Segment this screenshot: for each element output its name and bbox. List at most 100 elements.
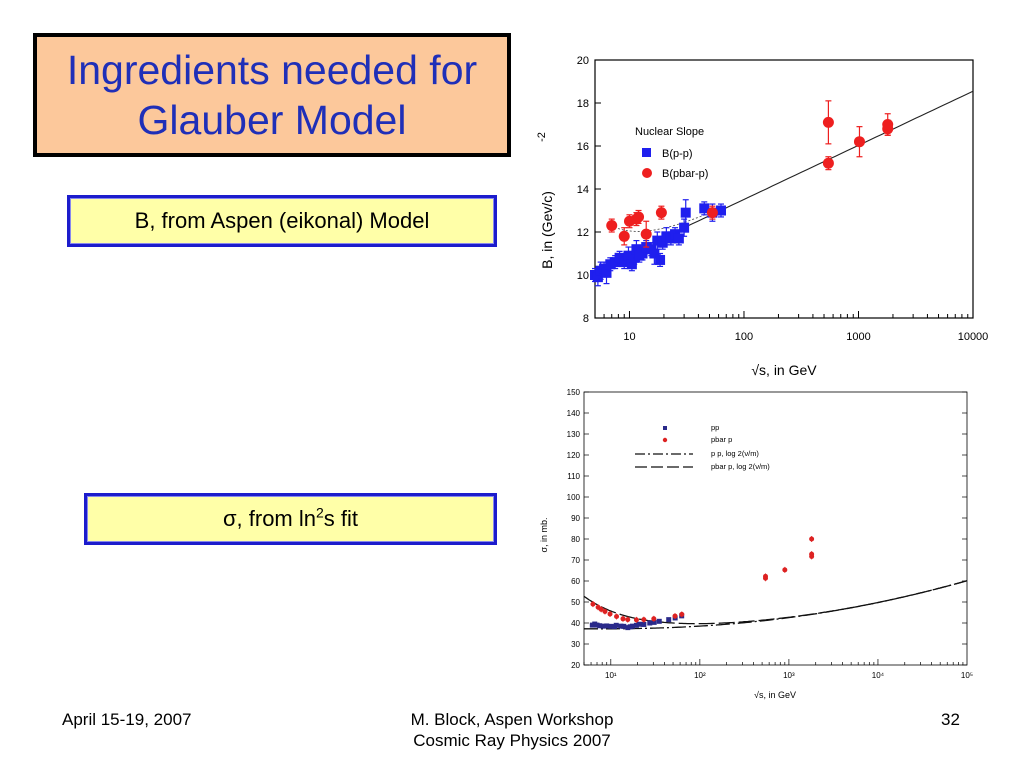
slide-title-line-2: Glauber Model	[137, 97, 407, 143]
chart1-legend-title: Nuclear Slope	[635, 126, 704, 138]
chart2-y-tick-label: 130	[567, 430, 581, 439]
chart2-y-tick-label: 70	[571, 556, 580, 565]
chart2-point-pp	[656, 618, 662, 624]
chart1-plot-frame	[594, 59, 974, 319]
chart1-point-pbarp	[655, 207, 667, 219]
chart1-y-tick-label: 16	[577, 141, 589, 153]
chart1-legend-label: B(pbar-p)	[662, 168, 708, 180]
chart1-point-pbarp	[853, 136, 865, 148]
chart2-point-pp	[621, 623, 627, 629]
chart1-point-pp	[592, 272, 603, 283]
chart1-point-pp	[619, 257, 630, 268]
chart2-point-pbarp	[602, 608, 608, 614]
chart1-point-pp	[679, 222, 690, 233]
chart2-point-pp	[594, 622, 600, 628]
chart1-point-pp	[673, 233, 684, 244]
sigma-symbol: σ	[222, 506, 237, 531]
chart2-y-tick-label: 20	[571, 661, 580, 670]
chart2-point-pbarp	[607, 611, 613, 617]
chart2-point-pp	[641, 621, 647, 627]
chart2-point-pbarp	[633, 617, 639, 623]
chart2-y-tick-label: 110	[567, 472, 580, 481]
chart1-y-tick-label: 18	[577, 98, 589, 110]
b-slope-label-box: B, from Aspen (eikonal) Model	[67, 195, 497, 247]
chart2-x-axis-label: √s, in GeV	[754, 690, 796, 700]
chart2-point-pbarp	[590, 601, 596, 607]
chart1-point-pbarp	[606, 220, 618, 232]
slide-title-line-1: Ingredients needed for	[66, 47, 478, 93]
sigma-label-mid: , from ln	[236, 506, 316, 531]
chart2-legend-marker-pbarp	[662, 437, 668, 443]
chart1-point-pp	[637, 248, 648, 259]
chart1-x-axis-label: √s, in GeV	[751, 362, 817, 378]
chart1-y-axis-label: B, in (Gev/c)	[539, 191, 555, 269]
sigma-fit-label-box: σ, from ln2s fit	[84, 493, 497, 545]
chart2-point-pp	[666, 617, 672, 623]
chart2-point-pbarp	[651, 616, 657, 622]
chart2-legend-label-pbarp: pbar p	[711, 435, 732, 444]
chart2-point-pbarp	[672, 613, 678, 619]
chart2-x-tick-label: 10²	[694, 671, 706, 680]
chart2-point-pbarp	[625, 617, 631, 623]
chart1-point-pp	[655, 254, 666, 265]
chart2-legend-marker-pp	[663, 426, 667, 430]
chart2-point-pp	[597, 623, 603, 629]
chart1-point-pp	[601, 267, 612, 278]
chart2-y-tick-label: 50	[571, 598, 580, 607]
chart1-point-pbarp	[618, 230, 630, 242]
chart2-x-tick-label: 10⁵	[961, 671, 973, 680]
b-slope-label: B, from Aspen (eikonal) Model	[134, 208, 430, 233]
chart2-point-pp	[608, 623, 614, 629]
chart1-x-tick-label: 10	[623, 331, 635, 343]
chart1-point-pp	[657, 237, 668, 248]
footer-event: M. Block, Aspen Workshop Cosmic Ray Phys…	[370, 709, 654, 751]
footer-date: April 15-19, 2007	[62, 710, 192, 729]
chart1-point-pbarp	[640, 228, 652, 240]
cross-section-chart: 20 30 40 50 60 70 80 90 100 110 120 130 140 150 10¹ 10²…	[539, 388, 973, 700]
chart1-point-pbarp	[706, 207, 718, 219]
chart1-legend-marker-pp	[642, 148, 651, 157]
chart1-point-pp	[699, 203, 710, 214]
chart2-point-pbarp	[598, 606, 604, 612]
chart2-point-pbarp	[614, 613, 620, 619]
chart2-y-tick-label: 30	[571, 640, 580, 649]
chart1-y-axis-exponent: -2	[536, 132, 548, 142]
chart1-y-tick-label: 12	[577, 227, 589, 239]
chart2-point-pp	[618, 623, 624, 629]
chart2-point-pp	[633, 622, 639, 628]
footer-page-number: 32	[941, 710, 960, 729]
chart2-y-tick-label: 140	[567, 409, 581, 418]
chart1-y-tick-label: 8	[583, 313, 589, 325]
chart1-legend-label: B(p-p)	[662, 148, 693, 160]
chart2-y-tick-label: 40	[571, 619, 580, 628]
chart2-y-tick-label: 60	[571, 577, 580, 586]
chart2-x-tick-label: 10⁴	[872, 671, 885, 680]
chart1-fit-line-pbar	[617, 209, 718, 232]
chart1-y-tick-label: 10	[577, 270, 589, 282]
sigma-fit-label: σ, from ln2s fit	[223, 506, 358, 532]
chart2-point-pp	[651, 619, 657, 625]
chart2-y-tick-label: 100	[567, 493, 581, 502]
chart2-y-tick-label: 150	[567, 388, 581, 397]
chart1-point-pbarp	[633, 211, 645, 223]
chart1-x-tick-label: 10000	[958, 331, 989, 343]
chart1-point-pp	[680, 207, 691, 218]
chart2-x-tick-label: 10³	[783, 671, 795, 680]
chart1-point-pbarp	[822, 116, 834, 128]
chart1-point-pp	[652, 235, 663, 246]
sigma-label-end: s fit	[323, 506, 359, 531]
chart2-legend-label-pp: pp	[711, 423, 719, 432]
nuclear-slope-chart: 8 10 12 14 16 18 20 10 100 1000 10000 Nuclear Slop…	[536, 55, 989, 378]
chart2-y-axis-label: σ, in mb.	[539, 517, 549, 552]
chart2-point-pp	[600, 623, 606, 629]
chart1-legend-marker-pbarp	[642, 168, 652, 178]
chart2-point-pp	[613, 622, 619, 628]
chart1-point-pp	[716, 205, 727, 216]
footer-event-line-1: M. Block, Aspen Workshop	[410, 710, 614, 729]
chart2-point-pp	[647, 620, 653, 626]
chart1-point-pp	[649, 248, 660, 259]
chart1-point-pbarp	[822, 157, 834, 169]
chart2-legend-label-fit-pbarp: pbar p, log 2(ν/m)	[711, 462, 770, 471]
chart2-point-pbarp	[620, 616, 626, 622]
chart1-y-tick-label: 20	[577, 55, 589, 67]
